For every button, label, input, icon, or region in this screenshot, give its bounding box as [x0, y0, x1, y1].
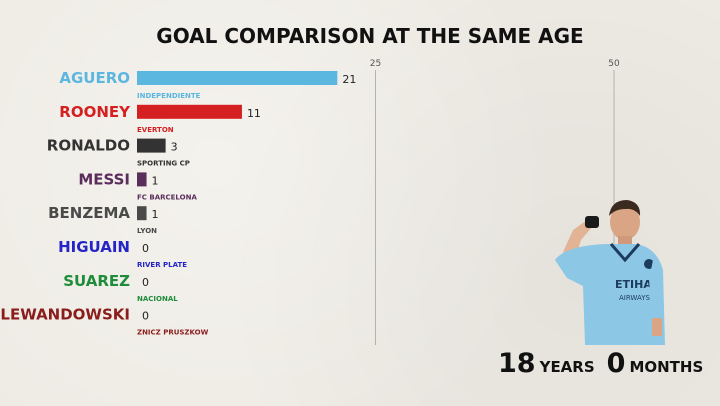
category-label: BENZEMA [48, 204, 130, 222]
value-label: 1 [152, 174, 159, 187]
age-months-value: 0 [606, 348, 626, 379]
club-label: RIVER PLATE [137, 261, 187, 269]
age-counter: 18 YEARS 0 MONTHS [498, 348, 715, 379]
tick-label-50: 50 [608, 59, 620, 69]
value-label: 0 [142, 242, 149, 255]
value-label: 11 [247, 107, 261, 120]
bar [137, 206, 147, 221]
value-label: 0 [142, 310, 149, 323]
bar [137, 172, 147, 187]
category-label: ROONEY [59, 103, 131, 121]
tick-label-25: 25 [370, 59, 381, 69]
club-label: ZNICZ PRUSZKOW [137, 329, 209, 337]
age-months-label: MONTHS [629, 358, 704, 376]
value-label: 0 [142, 276, 149, 289]
bar [137, 71, 338, 85]
footballer-celebrating-icon: ETIHAD AIRWAYS [555, 200, 665, 345]
club-label: EVERTON [137, 126, 174, 134]
club-label: NACIONAL [137, 295, 178, 303]
age-years-value: 18 [498, 348, 536, 379]
chart-title: GOAL COMPARISON AT THE SAME AGE [156, 24, 584, 48]
club-label: LYON [137, 227, 157, 235]
category-label: MESSI [78, 170, 130, 188]
value-label: 21 [342, 73, 356, 86]
club-label: SPORTING CP [137, 160, 190, 168]
svg-text:AIRWAYS: AIRWAYS [619, 294, 650, 302]
value-label: 3 [171, 141, 178, 154]
bar [137, 138, 166, 153]
category-label: SUAREZ [63, 272, 130, 290]
category-label: AGUERO [59, 69, 130, 87]
age-years-label: YEARS [539, 358, 595, 376]
category-label: LEWANDOWSKI [0, 306, 130, 324]
bar [137, 104, 242, 119]
value-label: 1 [152, 208, 159, 221]
club-label: FC BARCELONA [137, 193, 197, 201]
category-label: RONALDO [47, 137, 130, 155]
club-label: INDEPENDIENTE [137, 92, 201, 100]
category-label: HIGUAIN [58, 238, 130, 256]
